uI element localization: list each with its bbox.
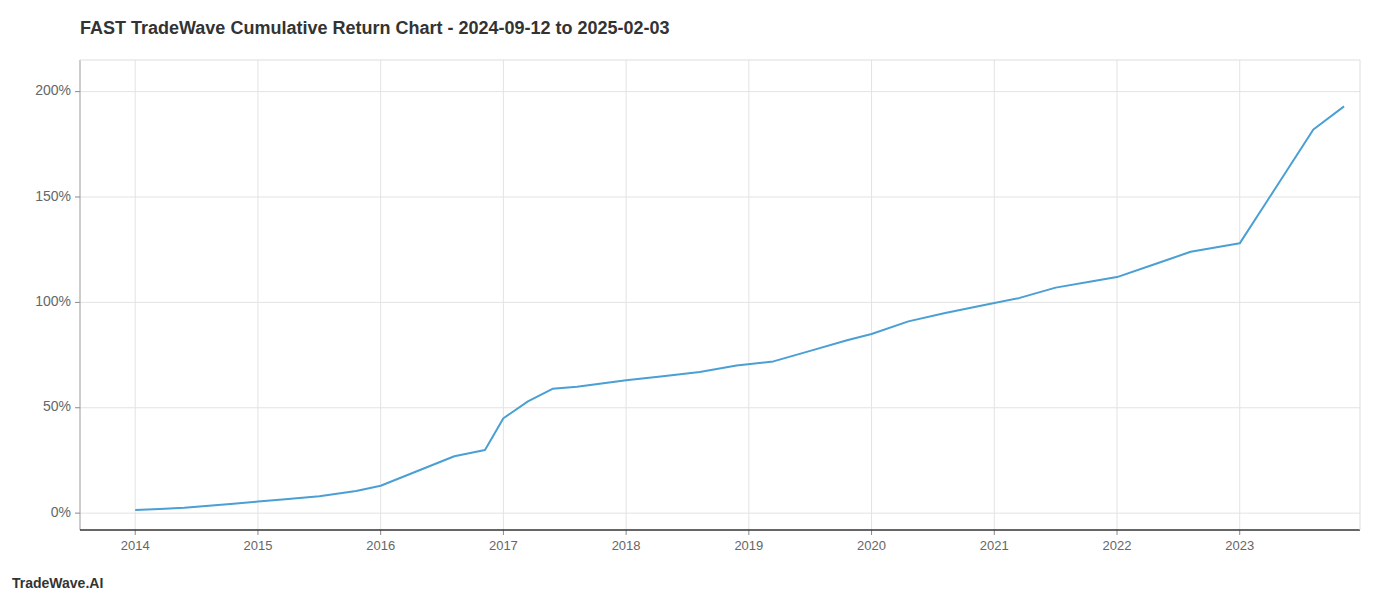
x-tick-label: 2016 [366, 538, 395, 553]
chart-container: 0% 50% 100% 150% 200% 2014 2015 2016 2017 2018 201… [0, 0, 1400, 600]
grid [80, 60, 1360, 530]
x-tick-label: 2014 [121, 538, 150, 553]
y-tick [75, 196, 80, 197]
x-tick-label: 2022 [1103, 538, 1132, 553]
chart-svg: 0% 50% 100% 150% 200% 2014 2015 2016 2017 2018 201… [0, 0, 1400, 600]
plot-frame-top [80, 60, 1360, 61]
y-grid-line [80, 302, 1360, 303]
x-tick-label: 2015 [243, 538, 272, 553]
x-tick-label: 2017 [489, 538, 518, 553]
y-tick [75, 407, 80, 408]
x-grid-line [135, 60, 136, 530]
y-grid-line [80, 407, 1360, 408]
x-grid-line [994, 60, 995, 530]
y-tick-label: 100% [35, 293, 71, 309]
y-tick [75, 513, 80, 514]
x-tick-label: 2019 [734, 538, 763, 553]
x-grid-line [1117, 60, 1118, 530]
x-grid-line [1239, 60, 1240, 530]
return-line [135, 106, 1344, 510]
y-tick [75, 91, 80, 92]
y-grid-line [80, 91, 1360, 92]
y-tick [75, 302, 80, 303]
x-tick-label: 2023 [1225, 538, 1254, 553]
x-grid-line [380, 60, 381, 530]
x-tick-label: 2021 [980, 538, 1009, 553]
y-tick-label: 0% [51, 504, 71, 520]
x-tick-label: 2018 [612, 538, 641, 553]
y-tick-label: 50% [43, 398, 71, 414]
x-grid-line [503, 60, 504, 530]
y-tick-label: 200% [35, 82, 71, 98]
x-tick-label: 2020 [857, 538, 886, 553]
axes: 0% 50% 100% 150% 200% 2014 2015 2016 2017 2018 201… [35, 60, 1360, 553]
x-grid-line [257, 60, 258, 530]
data-layer [135, 106, 1344, 510]
y-axis-line [80, 60, 81, 530]
x-grid-line [626, 60, 627, 530]
x-axis-line [80, 529, 1360, 531]
x-grid-line [871, 60, 872, 530]
chart-title: FAST TradeWave Cumulative Return Chart -… [80, 18, 670, 38]
y-grid-line [80, 196, 1360, 197]
plot-frame-right [1360, 60, 1361, 530]
y-tick-label: 150% [35, 188, 71, 204]
watermark: TradeWave.AI [12, 575, 103, 591]
y-grid-line [80, 513, 1360, 514]
x-grid-line [748, 60, 749, 530]
